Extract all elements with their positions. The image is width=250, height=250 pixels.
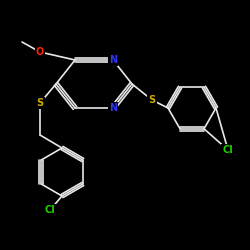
Text: N: N xyxy=(109,55,117,65)
Text: Cl: Cl xyxy=(223,145,234,155)
Text: O: O xyxy=(36,47,44,57)
Text: Cl: Cl xyxy=(44,205,56,215)
Text: S: S xyxy=(148,95,156,105)
Text: N: N xyxy=(109,103,117,113)
Text: S: S xyxy=(36,98,44,108)
